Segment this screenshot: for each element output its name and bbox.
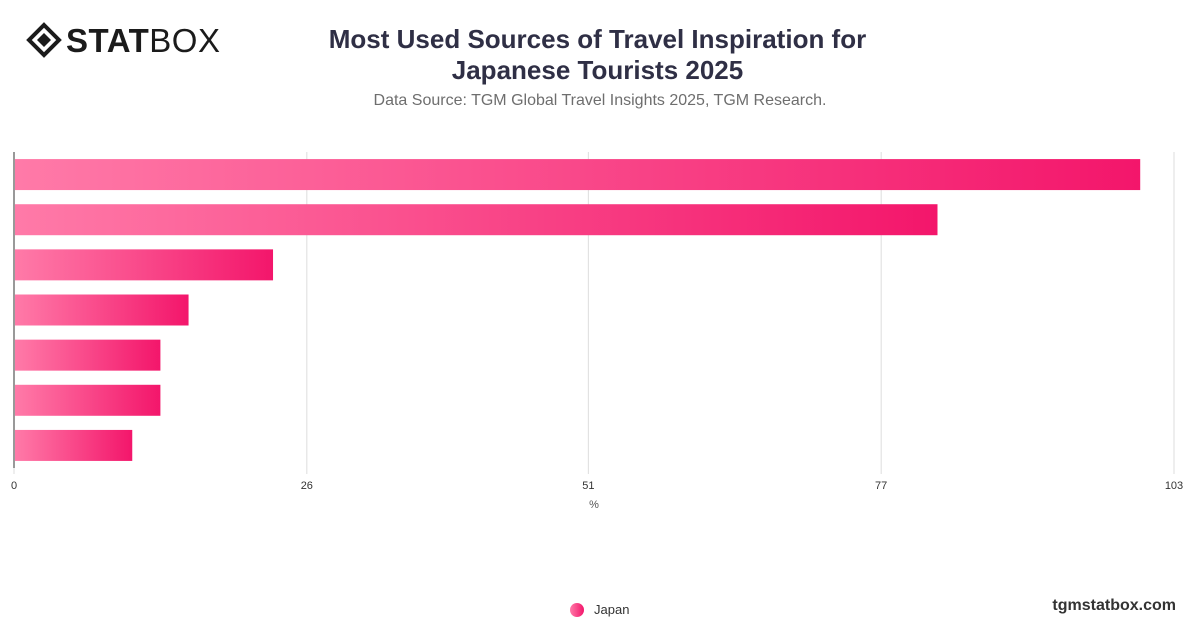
logo-text-light: BOX [149, 21, 221, 59]
bar-7 [15, 429, 133, 461]
chart-title: Most Used Sources of Travel Inspiration … [328, 24, 867, 85]
bar-chart: 0 26 51 77 103% [11, 152, 1183, 511]
x-tick-label: 103 [1165, 480, 1183, 492]
legend-marker [570, 602, 584, 617]
bar-3 [15, 249, 274, 281]
bar-1 [15, 159, 1141, 191]
bar-5 [15, 339, 161, 371]
statbox-logo: STATBOX [26, 22, 220, 58]
statbox-diamond-icon [26, 22, 62, 58]
legend[interactable]: Japan [570, 602, 629, 617]
x-axis-label: % [589, 499, 599, 511]
bar-4 [15, 294, 189, 326]
x-tick-label: 26 [301, 480, 313, 492]
x-tick-label: 51 [582, 480, 594, 492]
chart-subtitle: Data Source: TGM Global Travel Insights … [373, 92, 827, 109]
brand-footer: tgmstatbox.com [1052, 597, 1176, 614]
x-tick-label: 77 [875, 480, 887, 492]
logo-text-bold: STAT [66, 21, 150, 59]
bar-2 [15, 204, 938, 236]
bar-6 [15, 384, 161, 416]
logo-text: STATBOX [66, 24, 220, 57]
x-tick-label: 0 [11, 480, 17, 492]
legend-label-japan: Japan [594, 602, 630, 617]
